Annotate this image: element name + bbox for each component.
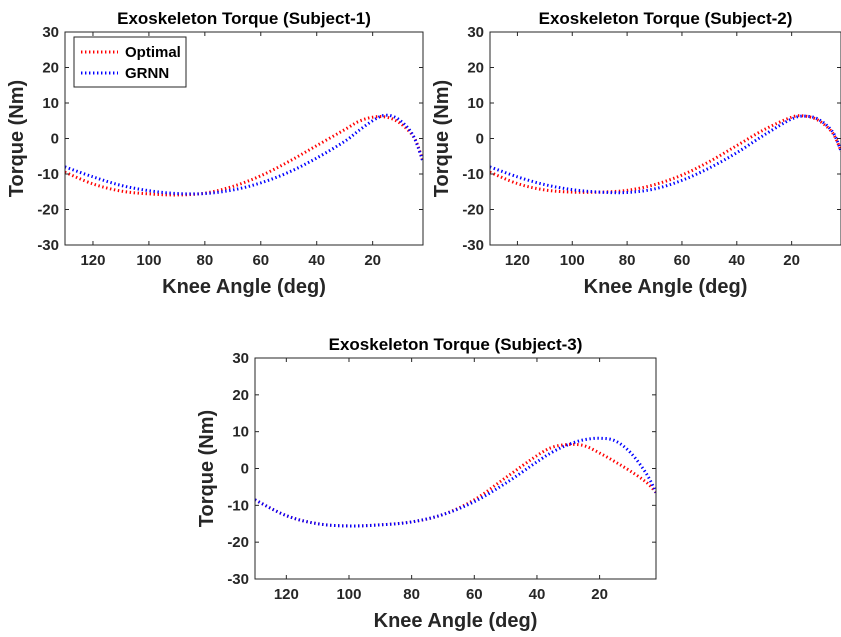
chart-title-2: Exoskeleton Torque (Subject-2)	[539, 9, 793, 28]
y-axis-label-2: Torque (Nm)	[431, 80, 453, 197]
x-axis-label-3: Knee Angle (deg)	[374, 610, 538, 632]
x-tick-label-1: 40	[308, 252, 325, 269]
x-axis-label-1: Knee Angle (deg)	[162, 276, 326, 298]
y-tick-label-2: 20	[467, 60, 484, 77]
plot-area-3	[255, 358, 656, 579]
series-line-grnn-3	[255, 436, 656, 528]
x-tick-label-3: 100	[336, 586, 361, 603]
x-tick-label-3: 120	[274, 586, 299, 603]
chart-panel-1: -30 -20 -10 0 10 20 30 120 100 80 60 40 20 Exoskeleto…	[6, 9, 424, 298]
y-axis-label-1: Torque (Nm)	[6, 80, 28, 197]
y-tick-label-2: -20	[462, 202, 484, 219]
x-tick-label-2: 40	[728, 252, 745, 269]
x-tick-label-2: 20	[783, 252, 800, 269]
y-tick-label-3: 20	[232, 387, 249, 404]
chart-panel-2: -30 -20 -10 0 10 20 30 120 100 80 60 40 20 Exoskeleto…	[431, 9, 841, 298]
y-tick-label-3: -20	[227, 534, 249, 551]
legend-1: Optimal GRNN	[73, 36, 187, 88]
x-tick-label-2: 60	[674, 252, 691, 269]
y-tick-label-2: -30	[462, 237, 484, 254]
legend-label-optimal-1: Optimal	[125, 44, 181, 61]
y-tick-label-3: 10	[232, 424, 249, 441]
legend-label-grnn-1: GRNN	[125, 65, 169, 82]
y-tick-label-1: 20	[42, 60, 59, 77]
y-tick-label-3: 0	[241, 461, 249, 478]
x-tick-label-2: 80	[619, 252, 636, 269]
y-tick-label-3: 30	[232, 350, 249, 367]
x-tick-label-3: 80	[403, 586, 420, 603]
y-tick-label-2: 0	[476, 131, 484, 148]
x-tick-label-3: 60	[466, 586, 483, 603]
chart-panel-3: -30 -20 -10 0 10 20 30 120 100 80 60 40 20 Exoskeleto…	[196, 335, 657, 632]
plot-area-2	[490, 32, 841, 245]
y-tick-label-3: -30	[227, 571, 249, 588]
x-tick-label-1: 80	[197, 252, 214, 269]
x-tick-label-1: 20	[364, 252, 381, 269]
x-axis-label-2: Knee Angle (deg)	[584, 276, 748, 298]
series-line-grnn-1	[65, 113, 423, 196]
y-tick-label-2: 30	[467, 24, 484, 41]
x-tick-label-1: 60	[252, 252, 269, 269]
series-group-1	[65, 113, 423, 197]
x-tick-label-3: 20	[591, 586, 608, 603]
x-tick-label-1: 100	[136, 252, 161, 269]
x-tick-label-2: 100	[560, 252, 585, 269]
y-tick-label-1: -30	[37, 237, 59, 254]
legend-box-1	[73, 36, 187, 88]
series-line-optimal-2	[490, 114, 841, 194]
y-tick-label-3: -10	[227, 497, 249, 514]
y-tick-label-1: 10	[42, 95, 59, 112]
y-tick-label-1: 30	[42, 24, 59, 41]
y-tick-label-1: -20	[37, 202, 59, 219]
series-group-3	[255, 436, 656, 528]
y-tick-label-2: -10	[462, 166, 484, 183]
chart-title-3: Exoskeleton Torque (Subject-3)	[329, 335, 583, 354]
x-tick-label-2: 120	[505, 252, 530, 269]
x-tick-label-1: 120	[80, 252, 105, 269]
y-tick-label-1: -10	[37, 166, 59, 183]
series-group-2	[490, 114, 841, 195]
y-axis-label-3: Torque (Nm)	[196, 410, 218, 527]
x-tick-label-3: 40	[529, 586, 546, 603]
chart-title-1: Exoskeleton Torque (Subject-1)	[117, 9, 371, 28]
y-tick-label-1: 0	[51, 131, 59, 148]
y-tick-label-2: 10	[467, 95, 484, 112]
